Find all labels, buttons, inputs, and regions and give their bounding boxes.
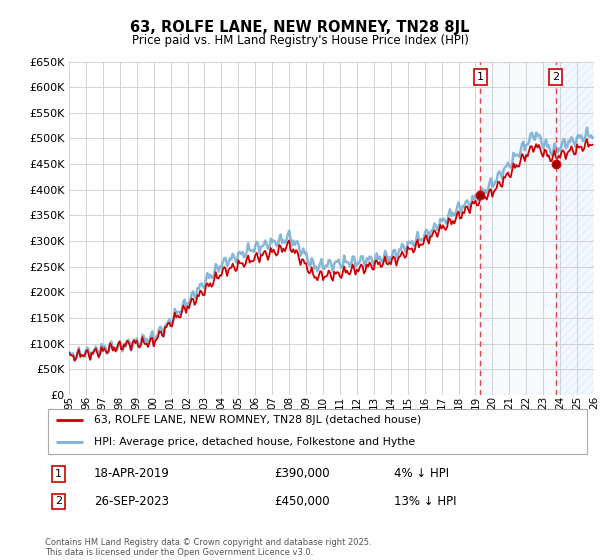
- Text: 26-SEP-2023: 26-SEP-2023: [94, 495, 169, 508]
- Text: 2: 2: [552, 72, 559, 82]
- Text: 1: 1: [55, 469, 62, 479]
- Text: £390,000: £390,000: [274, 467, 330, 480]
- Text: 63, ROLFE LANE, NEW ROMNEY, TN28 8JL: 63, ROLFE LANE, NEW ROMNEY, TN28 8JL: [130, 20, 470, 35]
- Bar: [556, 62, 596, 395]
- Text: 1: 1: [477, 72, 484, 82]
- Text: 13% ↓ HPI: 13% ↓ HPI: [394, 495, 457, 508]
- Bar: [556, 62, 596, 395]
- Text: 4% ↓ HPI: 4% ↓ HPI: [394, 467, 449, 480]
- Text: 63, ROLFE LANE, NEW ROMNEY, TN28 8JL (detached house): 63, ROLFE LANE, NEW ROMNEY, TN28 8JL (de…: [94, 415, 421, 425]
- Text: 18-APR-2019: 18-APR-2019: [94, 467, 170, 480]
- FancyBboxPatch shape: [48, 409, 587, 454]
- Text: HPI: Average price, detached house, Folkestone and Hythe: HPI: Average price, detached house, Folk…: [94, 437, 415, 447]
- Text: 2: 2: [55, 496, 62, 506]
- Text: Price paid vs. HM Land Registry's House Price Index (HPI): Price paid vs. HM Land Registry's House …: [131, 34, 469, 46]
- Text: Contains HM Land Registry data © Crown copyright and database right 2025.
This d: Contains HM Land Registry data © Crown c…: [45, 538, 371, 557]
- Bar: [481, 62, 556, 395]
- Text: £450,000: £450,000: [274, 495, 330, 508]
